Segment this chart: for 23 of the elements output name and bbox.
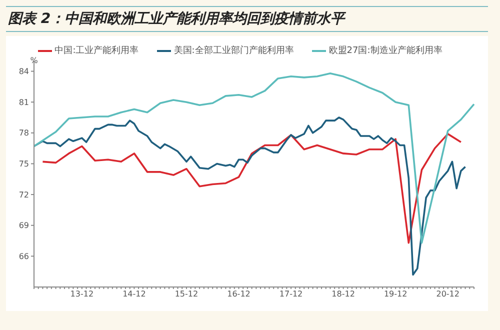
y-tick-label: 66 — [18, 252, 29, 262]
chart-title: 图表 2：中国和欧洲工业产能利用率均回到疫情前水平 — [6, 6, 488, 32]
y-tick-label: 78 — [18, 128, 29, 138]
x-tick-label: 19-12 — [384, 290, 408, 299]
y-axis-title: % — [30, 56, 38, 65]
line-series — [33, 116, 466, 276]
x-tick-label: 16-12 — [227, 290, 250, 299]
x-tick-label: 15-12 — [174, 290, 198, 299]
legend-label: 欧盟27国:制造业产能利用率 — [328, 44, 442, 57]
y-tick-label: 84 — [18, 67, 29, 76]
y-tick-label: 75 — [18, 160, 29, 169]
y-tick-label: 81 — [18, 98, 29, 107]
line-series — [33, 72, 475, 244]
x-tick-label: 13-12 — [70, 290, 94, 299]
x-tick-label: 17-12 — [279, 290, 303, 299]
y-tick-label: 72 — [18, 190, 29, 200]
y-tick-label: 69 — [18, 221, 29, 230]
x-tick-label: 18-12 — [332, 290, 355, 299]
x-tick-label: 20-12 — [436, 290, 460, 299]
x-tick-label: 14-12 — [122, 290, 146, 299]
legend-label: 美国:全部工业部门产能利用率 — [172, 44, 294, 57]
line-series — [42, 133, 462, 244]
legend-label: 中国:工业产能利用率 — [54, 44, 139, 57]
